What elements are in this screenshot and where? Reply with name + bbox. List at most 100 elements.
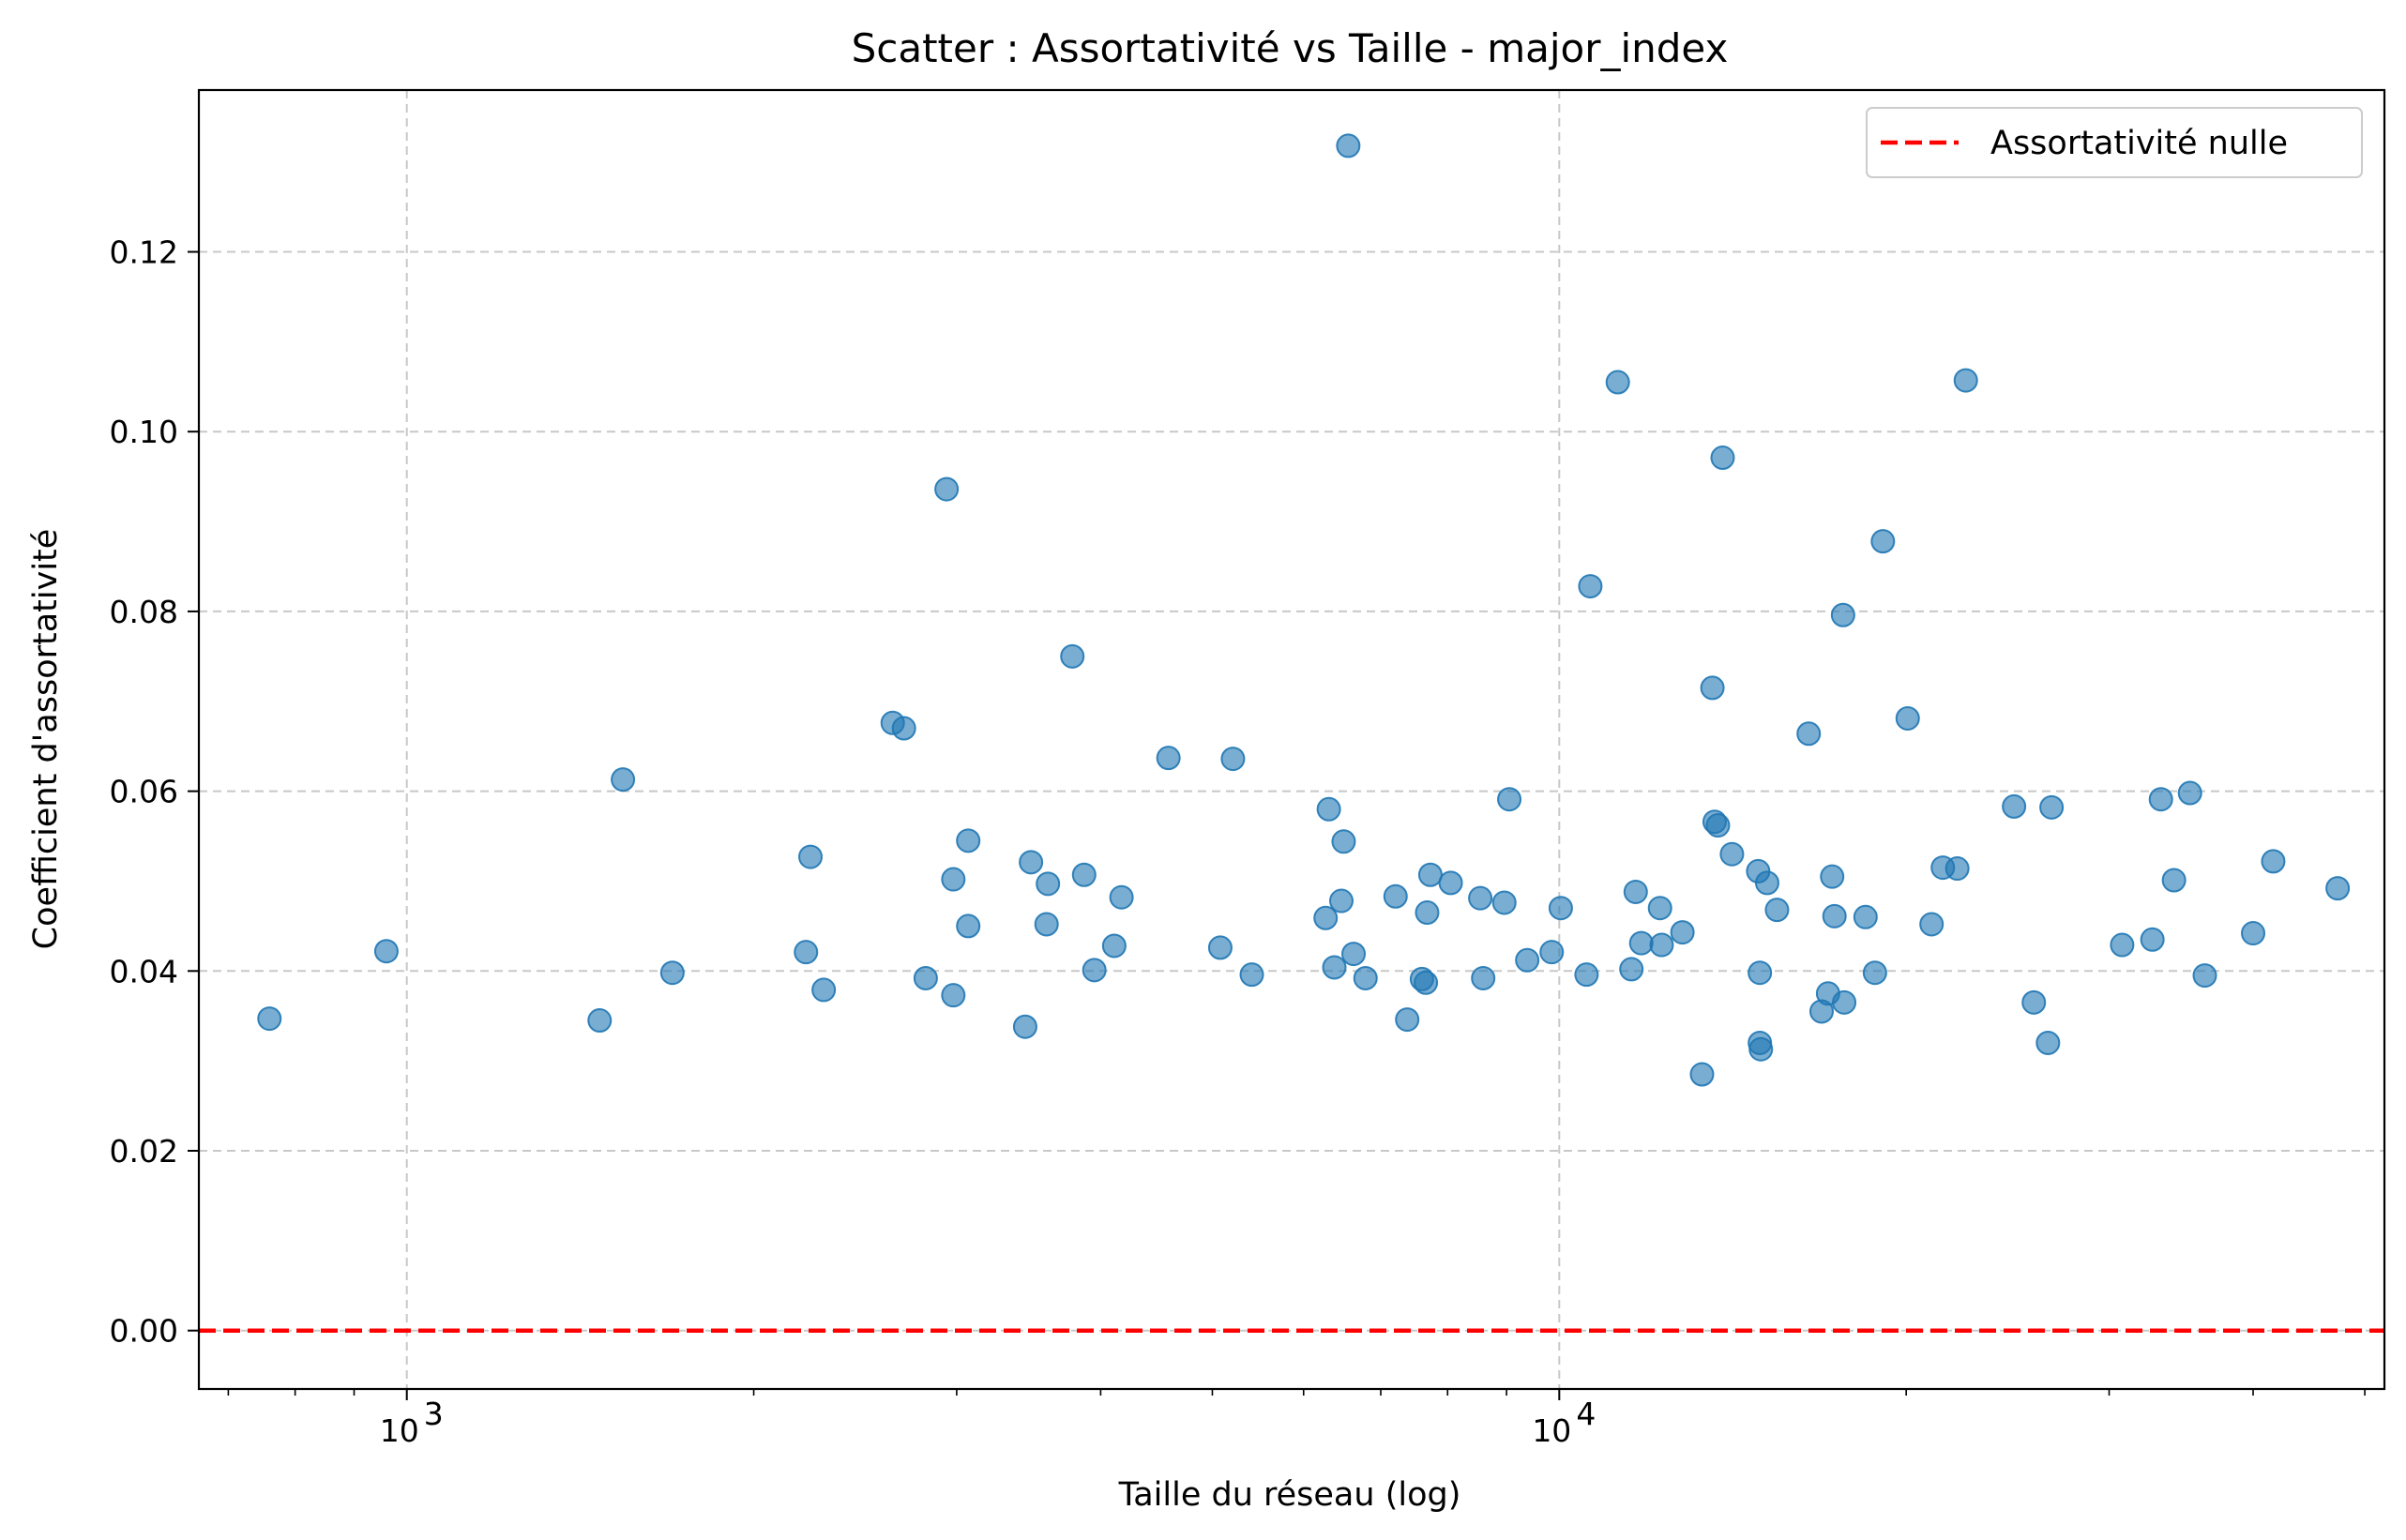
- data-point: [1036, 871, 1061, 897]
- data-point: [1331, 829, 1356, 854]
- data-point: [1341, 942, 1367, 967]
- data-point: [1853, 904, 1878, 929]
- data-point: [1322, 955, 1347, 980]
- data-point: [1548, 896, 1573, 921]
- data-point: [1539, 940, 1565, 965]
- x-tick-exponent: 3: [424, 1396, 444, 1432]
- data-point: [1649, 932, 1674, 958]
- x-tick-exponent: 4: [1576, 1396, 1596, 1432]
- data-point: [1060, 643, 1085, 669]
- data-point: [1239, 962, 1264, 988]
- data-point: [1156, 746, 1181, 771]
- data-point: [1383, 883, 1408, 909]
- data-point: [1830, 602, 1855, 627]
- data-point: [798, 844, 824, 869]
- x-tick-label: 10: [380, 1412, 419, 1449]
- data-point: [1438, 870, 1463, 896]
- data-point: [2161, 868, 2187, 893]
- data-point: [1082, 958, 1107, 983]
- y-tick-label: 0.12: [110, 234, 178, 271]
- y-tick-label: 0.00: [110, 1313, 178, 1350]
- data-point: [2140, 927, 2165, 952]
- y-tick-label: 0.06: [110, 774, 178, 810]
- data-point: [1207, 935, 1233, 960]
- data-point: [257, 1006, 282, 1032]
- legend-label: Assortativité nulle: [1990, 125, 2288, 162]
- data-point: [1754, 870, 1779, 896]
- data-point: [1895, 705, 1920, 731]
- data-point: [1415, 900, 1440, 926]
- data-point: [1417, 862, 1443, 887]
- data-point: [659, 960, 685, 986]
- data-point: [1700, 675, 1725, 701]
- data-point: [1220, 747, 1246, 772]
- data-point: [1414, 970, 1439, 995]
- legend-box: [1866, 107, 2363, 178]
- data-point: [1353, 965, 1378, 990]
- data-point: [2177, 780, 2202, 806]
- data-points: [257, 133, 2351, 1087]
- data-point: [1605, 370, 1630, 395]
- data-point: [1034, 912, 1059, 937]
- data-point: [1313, 905, 1339, 930]
- data-point: [2021, 989, 2047, 1015]
- data-point: [1822, 903, 1847, 929]
- data-point: [611, 767, 636, 793]
- data-point: [2192, 963, 2217, 989]
- data-point: [956, 913, 981, 939]
- data-point: [1019, 850, 1044, 875]
- data-point: [1764, 898, 1790, 923]
- data-point: [2002, 793, 2027, 819]
- data-point: [2110, 932, 2135, 958]
- data-point: [2241, 921, 2266, 946]
- data-point: [1870, 529, 1896, 554]
- y-tick-label: 0.08: [110, 594, 178, 630]
- data-point: [2035, 1030, 2061, 1055]
- data-point: [2261, 849, 2286, 874]
- y-axis-label: Coefficient d'assortativité: [27, 529, 65, 950]
- data-point: [1748, 960, 1773, 986]
- data-point: [1748, 1036, 1774, 1062]
- data-point: [956, 828, 981, 853]
- data-point: [1574, 962, 1599, 988]
- data-point: [1491, 890, 1517, 915]
- chart-title: Scatter : Assortativité vs Taille - majo…: [852, 25, 1729, 71]
- data-point: [1796, 721, 1822, 747]
- data-point: [1710, 445, 1735, 471]
- y-tick-label: 0.04: [110, 953, 178, 989]
- data-point: [1101, 933, 1127, 959]
- data-point: [1832, 989, 1857, 1015]
- data-point: [891, 716, 916, 741]
- data-point: [1468, 885, 1493, 911]
- data-point: [2325, 876, 2351, 901]
- data-point: [1623, 879, 1648, 904]
- data-point: [1578, 574, 1603, 599]
- data-point: [913, 965, 938, 990]
- data-point: [941, 867, 966, 892]
- y-tick-label: 0.10: [110, 414, 178, 450]
- data-point: [1628, 930, 1654, 956]
- plot-frame: [197, 88, 2386, 1391]
- data-point: [1515, 947, 1540, 973]
- data-point: [794, 940, 819, 965]
- data-point: [1328, 888, 1354, 913]
- data-point: [811, 977, 837, 1003]
- data-point: [2039, 794, 2065, 820]
- data-point: [1619, 957, 1644, 982]
- data-point: [1071, 862, 1097, 887]
- data-point: [941, 983, 966, 1008]
- data-point: [1497, 787, 1522, 812]
- y-tick-label: 0.02: [110, 1133, 178, 1170]
- data-point: [1862, 960, 1887, 986]
- data-point: [373, 939, 399, 964]
- data-point: [934, 476, 960, 502]
- data-point: [1705, 813, 1731, 838]
- data-point: [1647, 896, 1672, 921]
- legend: Assortativité nulle: [1866, 107, 2363, 178]
- x-tick-label: 10: [1532, 1412, 1571, 1449]
- data-point: [1395, 1007, 1420, 1033]
- data-point: [1336, 133, 1361, 159]
- data-point: [1820, 864, 1845, 889]
